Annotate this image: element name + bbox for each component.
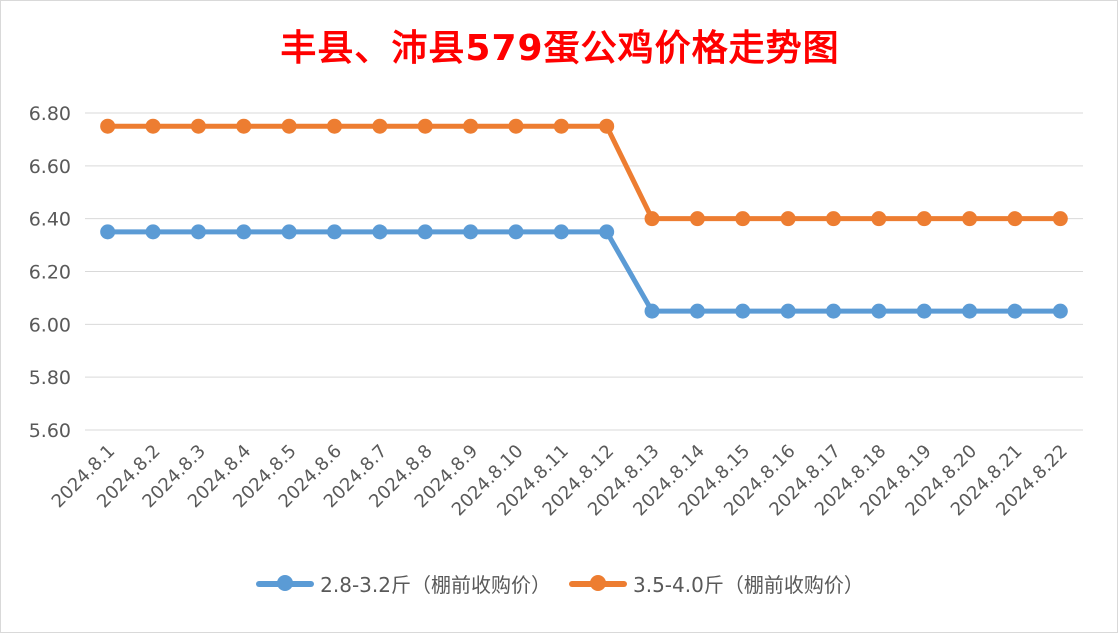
data-point-series-1 [599, 224, 615, 240]
data-point-series-1 [689, 303, 705, 319]
y-tick-label: 6.60 [29, 156, 71, 178]
data-point-series-2 [327, 118, 342, 134]
data-point-series-2 [463, 118, 479, 134]
data-point-series-1 [916, 303, 932, 319]
series-line-2 [105, 123, 1063, 222]
data-point-series-1 [735, 303, 751, 319]
data-point-series-1 [780, 303, 796, 319]
data-point-series-2 [689, 211, 705, 227]
data-point-series-2 [962, 211, 978, 227]
data-point-series-1 [1007, 303, 1023, 319]
y-tick-label: 6.40 [29, 209, 71, 231]
legend-label-series-2: 3.5-4.0斤（棚前收购价） [633, 573, 864, 597]
data-point-series-2 [372, 118, 388, 134]
y-tick-label: 6.80 [29, 103, 71, 125]
data-point-series-2 [508, 118, 524, 134]
data-point-series-1 [871, 303, 887, 319]
legend-label-series-1: 2.8-3.2斤（棚前收购价） [320, 573, 551, 597]
data-point-series-2 [1007, 211, 1023, 227]
legend-swatch-series-2 [569, 574, 627, 591]
data-point-series-2 [281, 118, 297, 134]
series-line-1 [105, 229, 1063, 314]
data-point-series-1 [644, 303, 660, 319]
legend-swatch-series-1 [256, 574, 315, 591]
data-point-series-1 [372, 224, 388, 240]
data-point-series-1 [327, 224, 342, 240]
data-point-series-1 [190, 224, 206, 240]
legend: 2.8-3.2斤（棚前收购价） 3.5-4.0斤（棚前收购价） [1, 569, 1118, 598]
data-point-series-2 [1052, 211, 1068, 227]
data-point-series-1 [463, 224, 479, 240]
data-point-series-1 [1052, 303, 1068, 319]
data-point-series-1 [962, 303, 978, 319]
data-point-series-2 [236, 118, 252, 134]
legend-item-series-1: 2.8-3.2斤（棚前收购价） [256, 569, 551, 598]
data-point-series-2 [735, 211, 751, 227]
data-point-series-1 [553, 224, 569, 240]
data-point-series-1 [417, 224, 433, 240]
data-point-series-2 [145, 118, 161, 134]
data-point-series-2 [417, 118, 433, 134]
y-tick-label: 6.20 [29, 262, 71, 284]
data-point-series-1 [145, 224, 161, 240]
data-point-series-1 [281, 224, 297, 240]
data-point-series-1 [100, 224, 116, 240]
data-point-series-1 [508, 224, 524, 240]
data-point-series-2 [826, 211, 841, 227]
data-point-series-2 [780, 211, 796, 227]
data-point-series-2 [644, 211, 660, 227]
y-tick-label: 5.80 [29, 367, 71, 389]
y-tick-label: 6.00 [29, 314, 71, 336]
chart-title: 丰县、沛县579蛋公鸡价格走势图 [280, 28, 840, 69]
data-point-series-2 [553, 118, 569, 134]
data-point-series-2 [100, 118, 116, 134]
data-point-series-2 [871, 211, 887, 227]
data-point-series-2 [599, 118, 615, 134]
data-point-series-2 [190, 118, 206, 134]
legend-item-series-2: 3.5-4.0斤（棚前收购价） [569, 569, 864, 598]
data-point-series-1 [236, 224, 252, 240]
y-tick-label: 5.60 [29, 420, 71, 442]
data-point-series-2 [916, 211, 932, 227]
data-point-series-1 [826, 303, 841, 319]
